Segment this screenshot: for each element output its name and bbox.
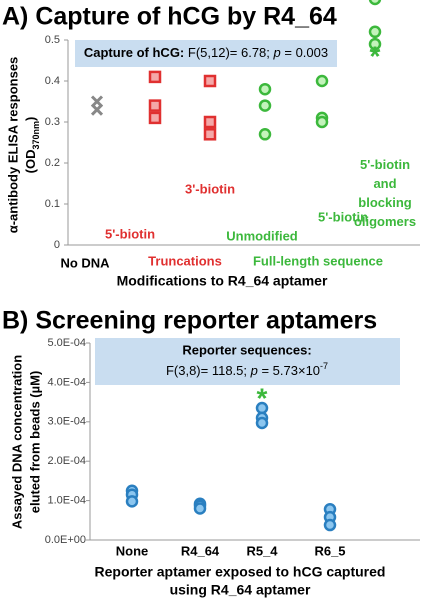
category-label: 3'-biotin — [185, 181, 235, 196]
stat-p: p — [273, 45, 281, 60]
y-tick-label: 0.3 — [45, 116, 60, 128]
stat-box — [95, 338, 400, 385]
square-marker — [148, 70, 162, 84]
circle-marker — [368, 37, 382, 51]
group-label: Full-length sequence — [253, 253, 383, 268]
x-marker — [90, 103, 104, 116]
chart-title: B) Screening reporter aptamers — [2, 307, 377, 335]
stat-head: Capture of hCG: — [84, 45, 184, 60]
x-axis-label: Modifications to R4_64 aptamer — [117, 273, 328, 289]
x-axis-label: Reporter aptamer exposed to hCG captured — [95, 564, 386, 580]
stat-part: = 5.73×10 — [258, 363, 320, 378]
stat-head: Reporter sequences: — [182, 342, 311, 357]
y-tick-label: 0.5 — [45, 34, 60, 46]
circle-marker — [193, 502, 207, 515]
stat-sup: -7 — [320, 361, 328, 371]
category-label: Unmodified — [226, 228, 298, 243]
y-axis-label: Assayed DNA concentration — [9, 355, 24, 529]
significance-star: * — [257, 382, 268, 413]
category-label: None — [116, 543, 149, 558]
circle-marker — [258, 82, 272, 96]
category-label: R5_4 — [246, 543, 278, 558]
circle-marker — [258, 128, 272, 141]
y-tick-label: 0.1 — [45, 198, 60, 210]
x-axis-label: using R4_64 aptamer — [170, 582, 311, 598]
group-label: Truncations — [148, 253, 222, 268]
square-marker — [148, 99, 162, 112]
x-stroke — [90, 103, 104, 116]
y-tick-label: 5.0E-04 — [47, 337, 86, 349]
category-label: R6_5 — [314, 543, 345, 558]
stat-box — [75, 40, 337, 67]
unit-part: ) — [23, 117, 38, 121]
y-tick-label: 3.0E-04 — [47, 416, 86, 428]
y-tick-label: 0.0E+00 — [45, 534, 86, 546]
square-marker — [203, 74, 217, 88]
circle-marker — [368, 25, 382, 39]
y-tick-label: 1.0E-04 — [47, 495, 86, 507]
square-marker — [203, 115, 217, 129]
stat-text: F(3,8)= 118.5; p = 5.73×10-7 — [166, 361, 328, 378]
y-tick-label: 0.4 — [45, 75, 60, 87]
stat-p: p — [250, 363, 258, 378]
circle-marker — [258, 99, 272, 112]
y-axis-label: eluted from beads (µM) — [27, 371, 42, 514]
square-marker — [203, 128, 217, 141]
stat-part: = 0.003 — [281, 45, 328, 60]
category-label: No DNA — [60, 255, 110, 270]
y-axis-label: α-antibody ELISA responses — [5, 57, 20, 234]
circle-marker — [255, 416, 269, 430]
y-tick-label: 0.2 — [45, 157, 60, 169]
category-label: 5'-biotin — [105, 226, 155, 241]
stat-part: F(3,8)= 118.5; — [166, 363, 251, 378]
circle-marker — [125, 495, 139, 508]
category-label: R4_64 — [181, 543, 220, 558]
y-tick-label: 4.0E-04 — [47, 376, 86, 388]
category-label: 5'-biotin — [318, 209, 368, 224]
chart-title: A) Capture of hCG by R4_64 — [2, 3, 337, 31]
square-marker — [148, 111, 162, 125]
circle-marker — [323, 518, 337, 532]
category-label: 5'-biotin and blocking oligomers — [353, 157, 417, 229]
y-tick-label: 0 — [54, 239, 60, 251]
y-axis-unit: (OD370nm) — [23, 117, 41, 174]
circle-marker — [368, 0, 382, 6]
circle-marker — [315, 115, 329, 129]
stat-part: F(5,12)= 6.78; — [184, 45, 273, 60]
significance-star: * — [370, 40, 381, 71]
y-tick-label: 2.0E-04 — [47, 455, 86, 467]
stat-text: Capture of hCG: F(5,12)= 6.78; p = 0.003 — [84, 45, 328, 60]
circle-marker — [315, 74, 329, 88]
unit-sub: 370nm — [31, 121, 41, 150]
unit-part: (OD — [23, 150, 38, 174]
